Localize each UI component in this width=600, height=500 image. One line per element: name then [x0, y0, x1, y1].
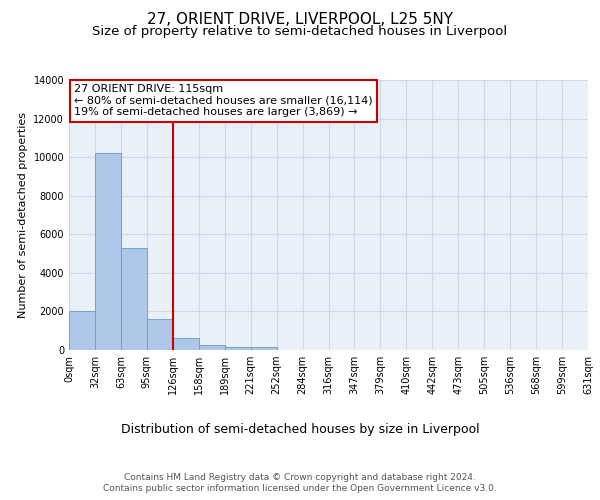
Bar [147, 319, 173, 350]
Text: Distribution of semi-detached houses by size in Liverpool: Distribution of semi-detached houses by … [121, 422, 479, 436]
Bar [225, 347, 251, 350]
Bar [199, 344, 224, 350]
Text: Contains HM Land Registry data © Crown copyright and database right 2024.
Contai: Contains HM Land Registry data © Crown c… [103, 472, 497, 494]
Bar [69, 312, 95, 350]
Bar [173, 338, 199, 350]
Text: 27 ORIENT DRIVE: 115sqm
← 80% of semi-detached houses are smaller (16,114)
19% o: 27 ORIENT DRIVE: 115sqm ← 80% of semi-de… [74, 84, 373, 117]
Bar [95, 154, 121, 350]
Bar [251, 348, 277, 350]
Text: 27, ORIENT DRIVE, LIVERPOOL, L25 5NY: 27, ORIENT DRIVE, LIVERPOOL, L25 5NY [147, 12, 453, 28]
Y-axis label: Number of semi-detached properties: Number of semi-detached properties [18, 112, 28, 318]
Bar [121, 248, 147, 350]
Text: Size of property relative to semi-detached houses in Liverpool: Size of property relative to semi-detach… [92, 25, 508, 38]
